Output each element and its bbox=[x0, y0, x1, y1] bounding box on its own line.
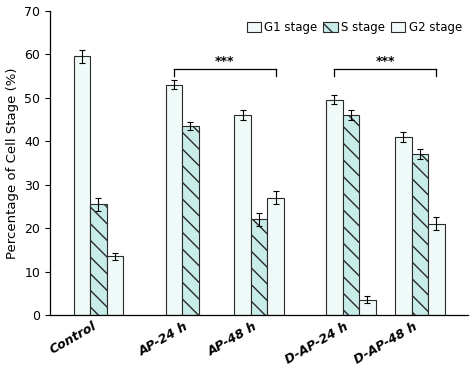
Bar bbox=[411, 154, 428, 315]
Bar bbox=[234, 115, 251, 315]
Bar bbox=[165, 84, 182, 315]
Text: ***: *** bbox=[375, 55, 395, 68]
Bar bbox=[107, 256, 123, 315]
Bar bbox=[251, 219, 267, 315]
Text: ***: *** bbox=[215, 55, 235, 68]
Legend: G1 stage, S stage, G2 stage: G1 stage, S stage, G2 stage bbox=[242, 16, 467, 39]
Bar bbox=[359, 300, 376, 315]
Bar bbox=[90, 204, 107, 315]
Bar bbox=[267, 198, 284, 315]
Bar bbox=[428, 224, 445, 315]
Y-axis label: Percentage of Cell Stage (%): Percentage of Cell Stage (%) bbox=[6, 67, 18, 259]
Bar bbox=[395, 137, 411, 315]
Bar bbox=[343, 115, 359, 315]
Bar bbox=[73, 56, 90, 315]
Bar bbox=[326, 100, 343, 315]
Bar bbox=[182, 126, 199, 315]
